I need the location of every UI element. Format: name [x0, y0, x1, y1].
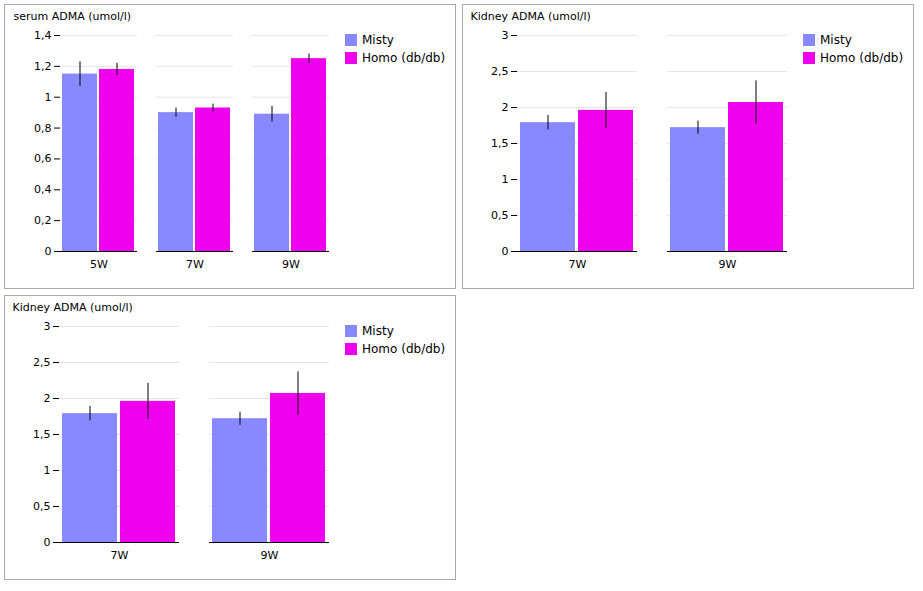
svg-text:0: 0: [45, 245, 52, 258]
svg-text:3: 3: [44, 320, 51, 333]
svg-text:3: 3: [502, 29, 509, 42]
html-text:Homo (db/db): Homo (db/db): [362, 51, 446, 65]
svg-text:1: 1: [45, 91, 52, 104]
svg-text:9W: 9W: [261, 549, 279, 562]
svg-text:1,2: 1,2: [34, 60, 52, 73]
svg-text:1,5: 1,5: [33, 428, 51, 441]
svg-text:9W: 9W: [719, 258, 737, 271]
svg-text:1,5: 1,5: [491, 137, 509, 150]
html-text:Homo (db/db): Homo (db/db): [362, 342, 446, 356]
svg-text:0,5: 0,5: [491, 209, 509, 222]
svg-text:0: 0: [502, 245, 509, 258]
html-text:Misty: Misty: [820, 33, 852, 47]
svg-text:Kidney ADMA (umol/l): Kidney ADMA (umol/l): [471, 10, 591, 23]
svg-text:5W: 5W: [90, 258, 108, 271]
svg-text:Kidney ADMA (umol/l): Kidney ADMA (umol/l): [13, 301, 133, 314]
svg-text:2: 2: [502, 101, 509, 114]
html-text:Misty: Misty: [362, 324, 394, 338]
svg-text:1,4: 1,4: [34, 29, 52, 42]
html-text:Homo (db/db): Homo (db/db): [820, 51, 904, 65]
svg-text:1: 1: [502, 173, 509, 186]
svg-text:0,8: 0,8: [34, 122, 52, 135]
svg-text:0,6: 0,6: [34, 152, 52, 165]
svg-text:0,4: 0,4: [34, 183, 52, 196]
svg-text:2,5: 2,5: [33, 356, 51, 369]
svg-text:9W: 9W: [282, 258, 300, 271]
html-text:Misty: Misty: [362, 33, 394, 47]
svg-text:1: 1: [44, 464, 51, 477]
svg-text:7W: 7W: [186, 258, 204, 271]
svg-text:0,2: 0,2: [34, 214, 52, 227]
svg-text:serum ADMA (umol/l): serum ADMA (umol/l): [14, 10, 132, 23]
svg-text:7W: 7W: [111, 549, 129, 562]
svg-text:0: 0: [44, 536, 51, 549]
svg-text:7W: 7W: [569, 258, 587, 271]
svg-text:2: 2: [44, 392, 51, 405]
svg-text:0,5: 0,5: [33, 500, 51, 513]
svg-text:2,5: 2,5: [491, 65, 509, 78]
